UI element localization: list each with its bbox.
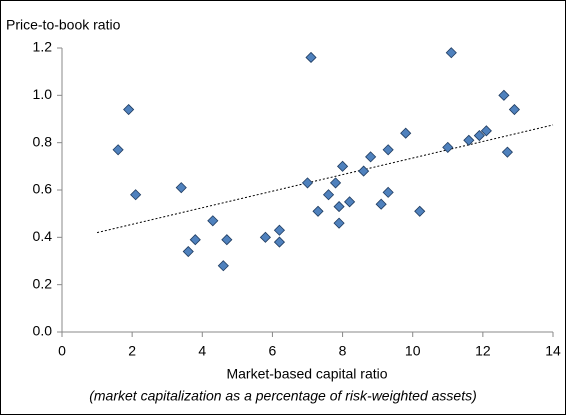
data-point <box>365 151 377 163</box>
data-point <box>259 231 271 243</box>
x-tick-label: 12 <box>475 343 491 359</box>
data-point <box>442 141 454 153</box>
data-point <box>322 189 335 201</box>
y-tick-label: 1.0 <box>33 86 53 102</box>
data-point <box>273 236 286 248</box>
x-tick-label: 6 <box>269 343 277 359</box>
data-point <box>508 103 520 116</box>
x-tick-label: 2 <box>128 343 136 359</box>
y-tick-label: 0.8 <box>33 133 53 149</box>
data-point <box>273 224 286 236</box>
data-point <box>130 189 142 201</box>
x-axis-label: Market-based capital ratio <box>226 366 387 382</box>
x-tick-label: 4 <box>198 343 206 359</box>
data-point <box>473 130 485 142</box>
data-point <box>221 234 233 246</box>
y-tick-label: 1.2 <box>33 39 53 55</box>
data-point <box>358 165 370 177</box>
data-point <box>301 177 314 189</box>
data-point <box>182 245 194 258</box>
data-point <box>463 134 475 146</box>
data-point <box>501 146 513 158</box>
y-tick-label: 0.4 <box>33 228 53 244</box>
data-point <box>175 182 187 194</box>
data-point <box>344 196 356 208</box>
x-tick-label: 0 <box>58 343 66 359</box>
data-point <box>480 125 492 137</box>
x-axis-sublabel: (market capitalization as a percentage o… <box>89 388 477 404</box>
data-point <box>207 215 219 227</box>
y-tick-label: 0.2 <box>33 275 53 291</box>
x-tick-label: 14 <box>545 343 561 359</box>
data-point <box>123 103 135 116</box>
data-point <box>189 234 201 246</box>
data-point <box>333 201 345 213</box>
data-point <box>312 205 324 217</box>
data-point <box>414 205 426 217</box>
data-point <box>217 260 229 272</box>
data-point <box>498 89 510 101</box>
data-point <box>112 144 124 156</box>
x-tick-label: 10 <box>405 343 421 359</box>
x-tick-label: 8 <box>339 343 347 359</box>
chart-title: Price-to-book ratio <box>6 17 121 33</box>
data-point <box>329 177 342 189</box>
data-point <box>382 144 394 156</box>
data-point <box>375 198 387 210</box>
data-point <box>400 127 412 139</box>
y-tick-label: 0.0 <box>33 323 53 339</box>
data-point <box>382 186 394 198</box>
data-point <box>333 217 345 229</box>
y-tick-label: 0.6 <box>33 181 53 197</box>
data-point <box>305 51 317 64</box>
data-point <box>445 47 457 59</box>
data-point <box>337 160 349 172</box>
